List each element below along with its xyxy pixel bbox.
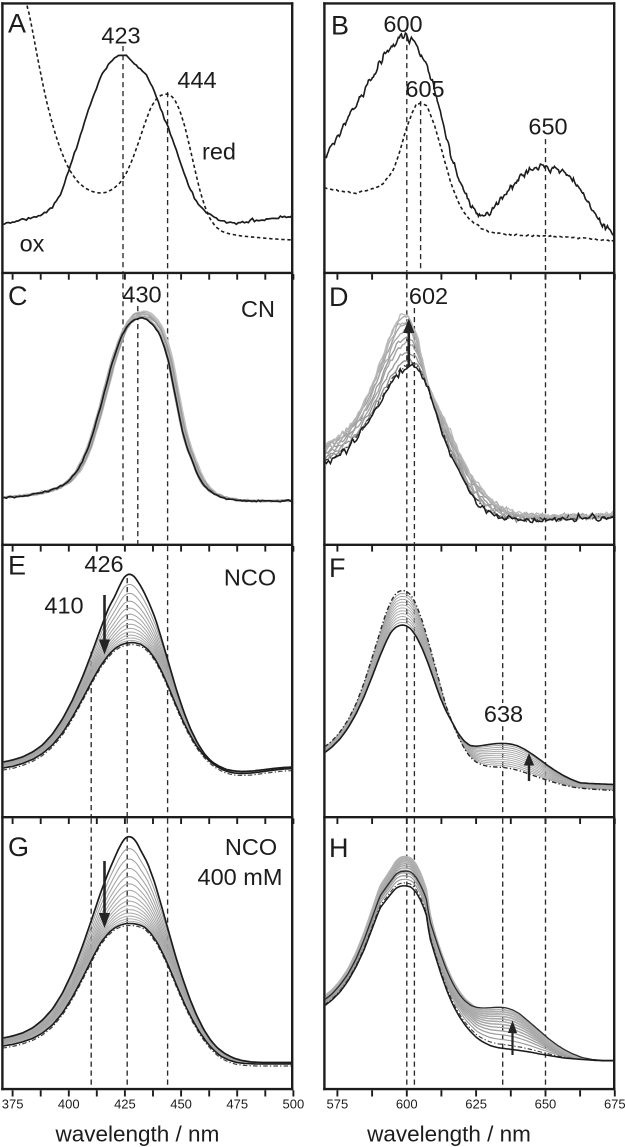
svg-text:C: C (8, 281, 28, 311)
svg-text:450: 450 (170, 1097, 192, 1112)
svg-text:475: 475 (226, 1097, 248, 1112)
svg-text:A: A (8, 9, 26, 39)
svg-text:400 mM: 400 mM (198, 864, 283, 890)
svg-text:H: H (329, 833, 349, 863)
svg-text:red: red (202, 139, 236, 165)
svg-text:ox: ox (20, 231, 45, 257)
svg-text:G: G (8, 832, 29, 862)
svg-text:430: 430 (122, 282, 161, 308)
svg-text:wavelength / nm: wavelength / nm (366, 1122, 531, 1147)
svg-text:600: 600 (396, 1097, 418, 1112)
svg-text:605: 605 (405, 76, 444, 102)
svg-text:575: 575 (327, 1097, 349, 1112)
svg-text:B: B (331, 11, 349, 41)
svg-text:NCO: NCO (224, 565, 276, 591)
svg-text:426: 426 (84, 551, 123, 577)
svg-text:423: 423 (101, 23, 140, 49)
svg-text:D: D (329, 282, 349, 312)
svg-text:wavelength / nm: wavelength / nm (54, 1122, 219, 1147)
svg-text:638: 638 (484, 701, 523, 727)
svg-text:410: 410 (44, 593, 83, 619)
svg-text:600: 600 (383, 11, 422, 37)
svg-text:500: 500 (283, 1097, 305, 1112)
svg-text:675: 675 (604, 1097, 625, 1112)
svg-text:E: E (8, 551, 26, 581)
svg-text:F: F (329, 553, 346, 583)
svg-text:NCO: NCO (225, 834, 277, 860)
svg-text:625: 625 (465, 1097, 487, 1112)
svg-text:425: 425 (114, 1097, 136, 1112)
svg-text:650: 650 (535, 1097, 557, 1112)
svg-text:444: 444 (177, 67, 216, 93)
svg-text:400: 400 (58, 1097, 80, 1112)
svg-text:650: 650 (528, 114, 567, 140)
svg-text:CN: CN (241, 296, 275, 322)
svg-text:375: 375 (2, 1097, 24, 1112)
svg-text:602: 602 (409, 283, 448, 309)
